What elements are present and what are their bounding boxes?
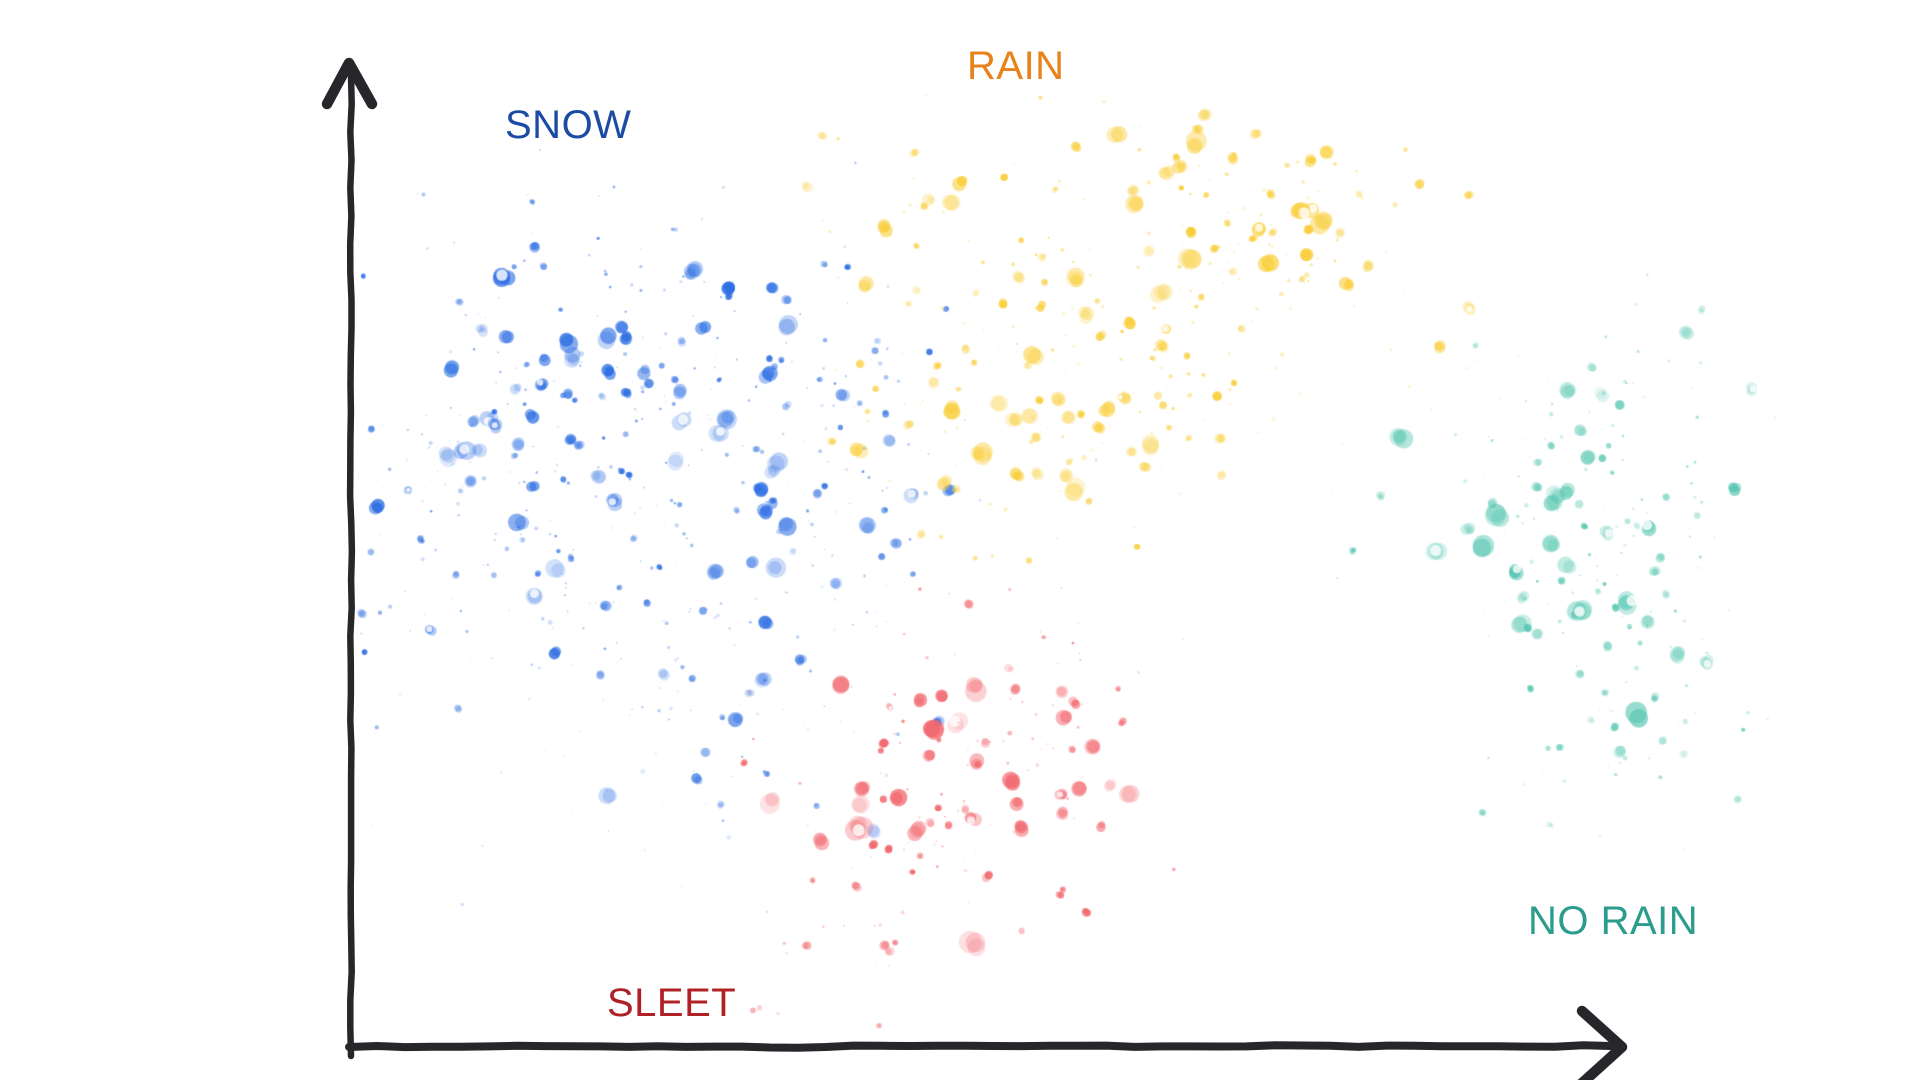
cluster-label-rain: RAIN (967, 44, 1065, 88)
cluster-label-no-rain: NO RAIN (1528, 899, 1699, 943)
cluster-label-snow: SNOW (505, 103, 632, 147)
cluster-label-sleet: SLEET (607, 981, 737, 1025)
